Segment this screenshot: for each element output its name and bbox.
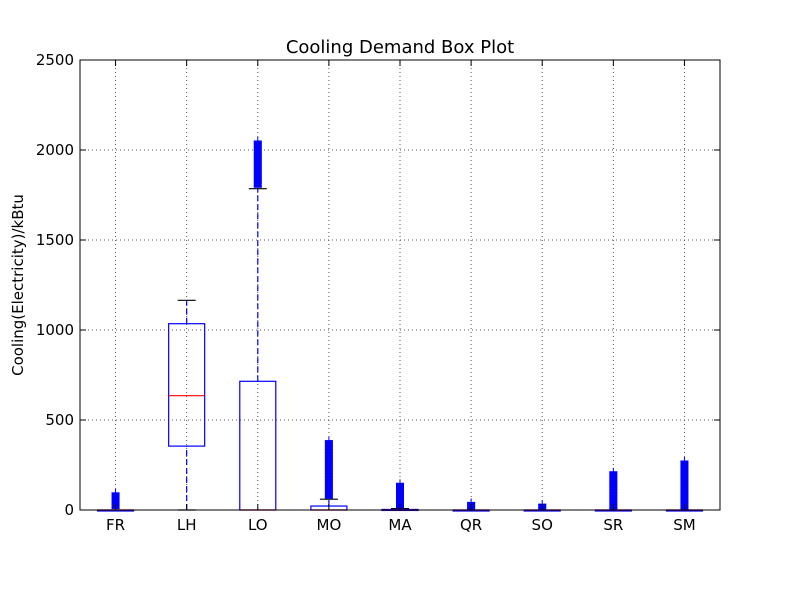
y-tick-label: 2500 — [36, 51, 74, 69]
x-tick-label: MA — [388, 516, 412, 534]
y-tick-label: 1500 — [36, 231, 74, 249]
outlier-cluster — [324, 440, 333, 499]
axis-ticks: 0 500 1000 1500 2000 2500 FR LH LO MO MA QR SO SR SM — [36, 51, 720, 534]
y-tick-label: 500 — [45, 411, 74, 429]
y-tick-label: 0 — [64, 501, 74, 519]
box-iqr — [168, 323, 206, 447]
outlier-cluster — [609, 471, 618, 510]
outlier-cluster — [111, 492, 120, 510]
x-tick-label: SM — [673, 516, 695, 534]
x-tick-label: QR — [460, 516, 482, 534]
outlier-cluster — [253, 141, 262, 188]
y-tick-label: 1000 — [36, 321, 74, 339]
outlier-cluster — [396, 483, 404, 509]
x-tick-label: SO — [532, 516, 553, 534]
x-tick-label: MO — [317, 516, 342, 534]
y-tick-label: 2000 — [36, 141, 74, 159]
x-tick-label: SR — [603, 516, 623, 534]
x-tick-label: LO — [248, 516, 268, 534]
x-tick-label: LH — [177, 516, 197, 534]
x-tick-label: FR — [106, 516, 125, 534]
plot-area-frame — [79, 59, 721, 511]
y-axis-label: Cooling(Electricity)/kBtu — [9, 194, 27, 376]
chart-title: Cooling Demand Box Plot — [286, 37, 514, 58]
